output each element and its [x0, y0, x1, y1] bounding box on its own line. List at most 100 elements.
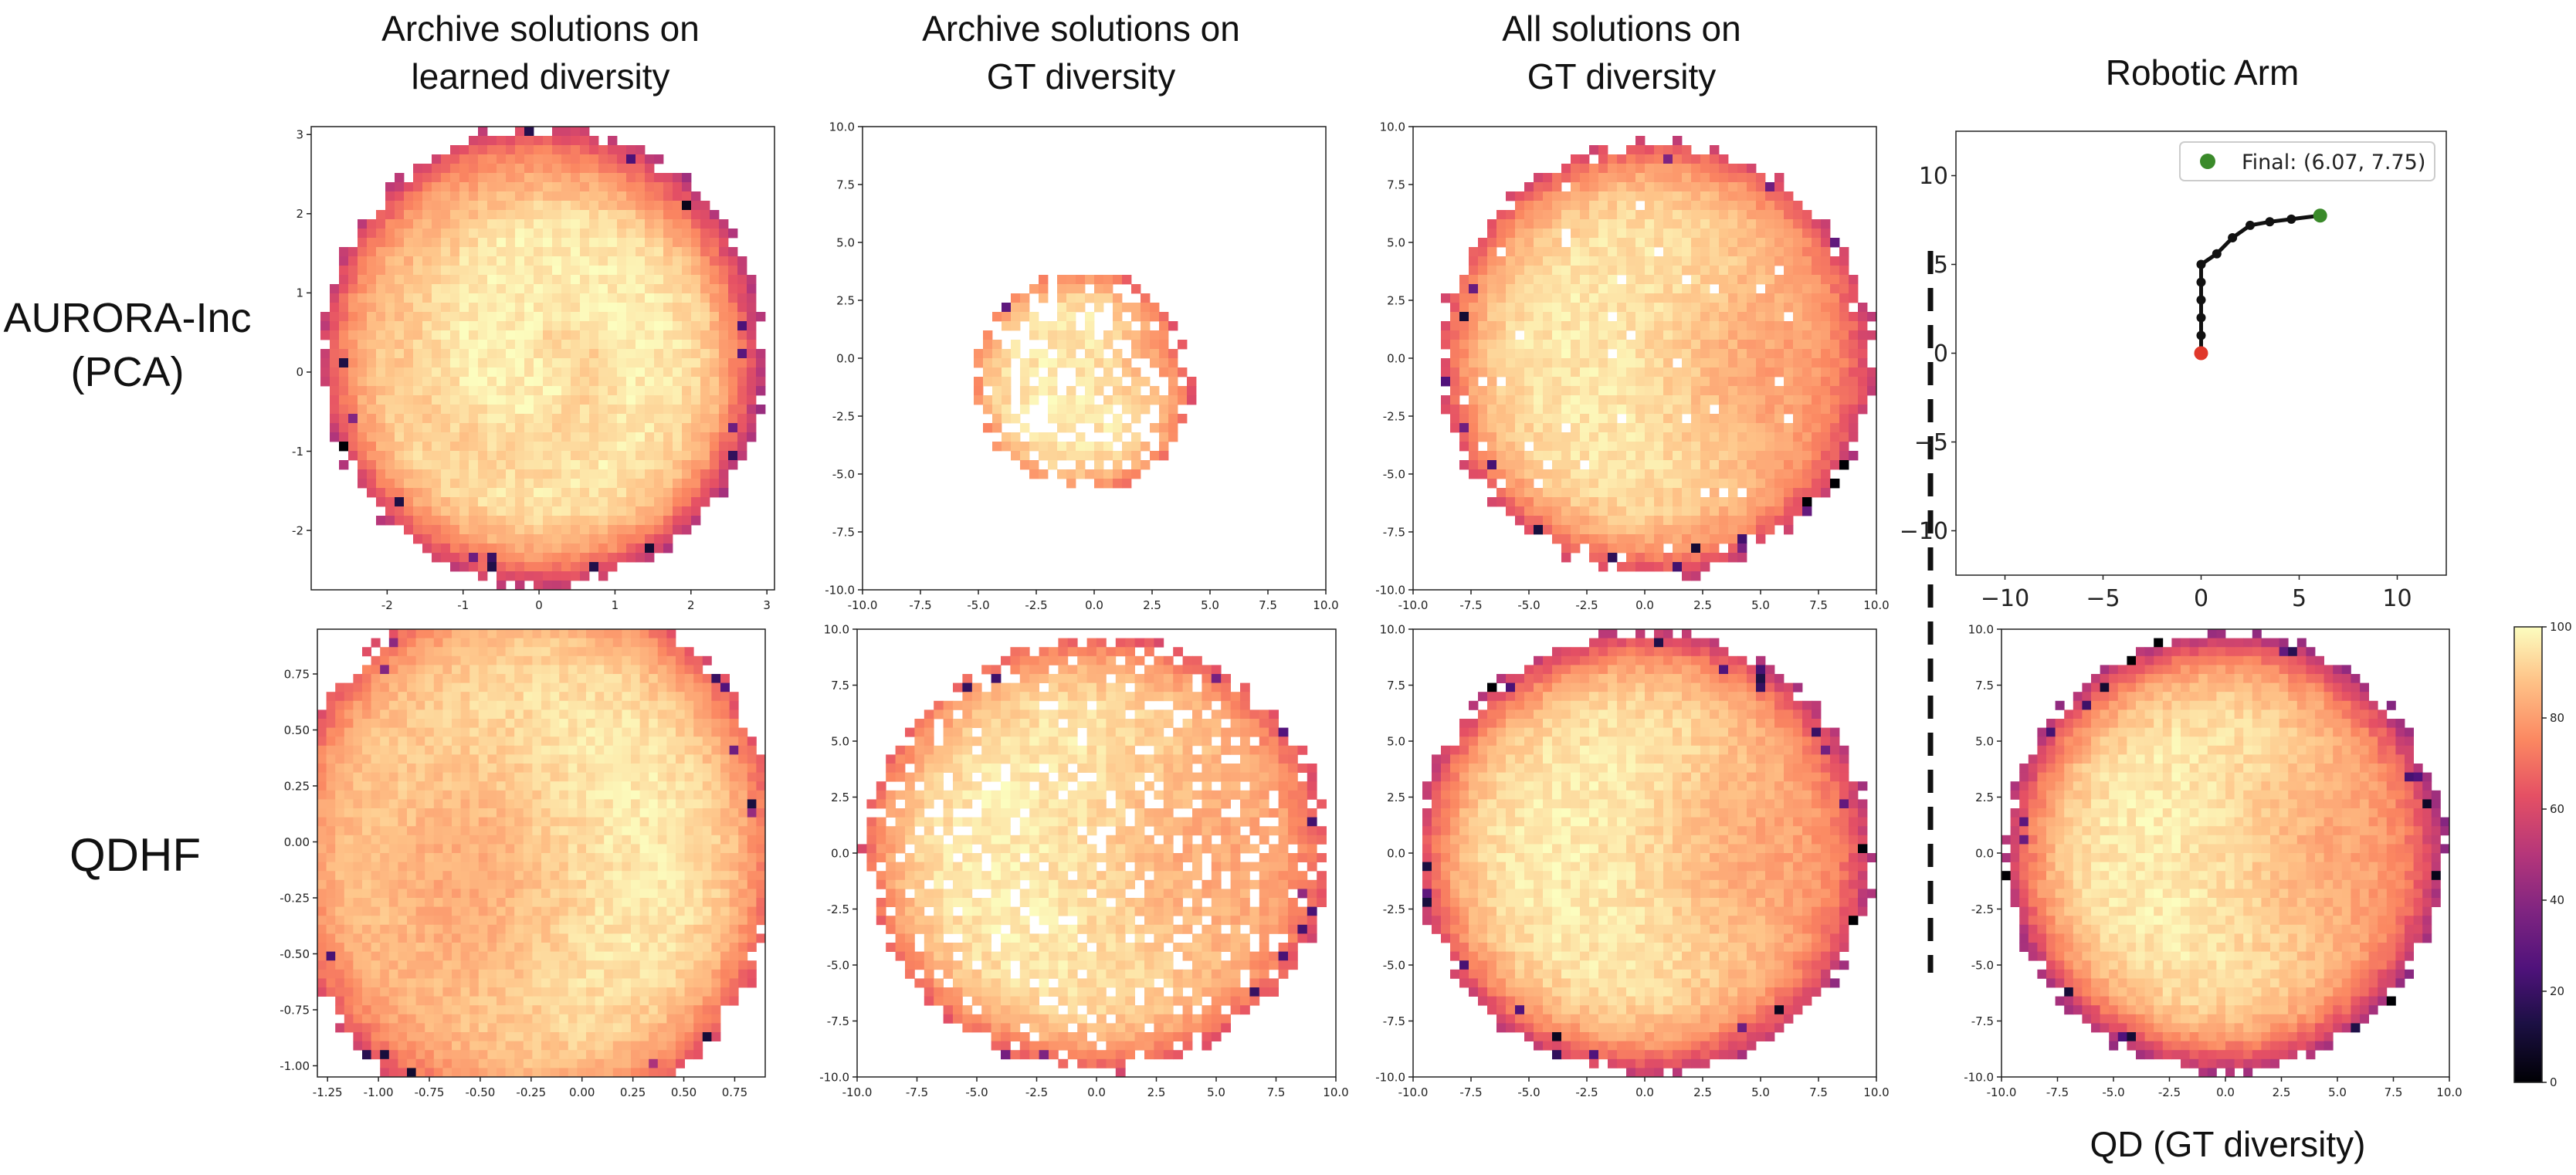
heatmap-cell [1076, 451, 1086, 461]
heatmap-cell [636, 312, 646, 322]
heatmap-cell [1011, 451, 1021, 461]
heatmap-cell [682, 516, 692, 526]
heatmap-cell [1450, 405, 1460, 415]
heatmap-cell [317, 826, 327, 836]
heatmap-cell [636, 469, 646, 479]
heatmap-cell [626, 479, 636, 489]
heatmap-cell [710, 358, 720, 368]
heatmap-cell [1002, 442, 1012, 452]
heatmap-cell [636, 256, 646, 266]
heatmap-cell [442, 629, 452, 638]
heatmap-cell [1057, 442, 1067, 452]
heatmap-cell [1802, 238, 1812, 248]
heatmap-cell [487, 201, 497, 211]
heatmap-cell [362, 709, 371, 720]
heatmap-cell [737, 340, 747, 350]
heatmap-cell [663, 543, 673, 554]
heatmap-cell [1571, 479, 1581, 489]
heatmap-cell [1478, 423, 1488, 433]
heatmap-cell [552, 432, 562, 442]
heatmap-cell [459, 534, 469, 544]
heatmap-cell [1663, 432, 1673, 442]
heatmap-cell [1737, 266, 1747, 276]
heatmap-cell [552, 469, 562, 479]
heatmap-cell [673, 312, 683, 322]
heatmap-cell [442, 844, 452, 854]
heatmap-cell [1728, 358, 1738, 368]
heatmap-cell [505, 826, 515, 836]
heatmap-cell [320, 367, 330, 378]
heatmap-cell [1496, 229, 1507, 239]
heatmap-cell [478, 432, 488, 442]
heatmap-cell [425, 879, 435, 889]
heatmap-cell [1580, 340, 1590, 350]
heatmap-cell [1626, 201, 1636, 211]
heatmap-cell [1849, 367, 1859, 378]
heatmap-cell [636, 451, 646, 461]
heatmap-cell [1094, 284, 1104, 294]
heatmap-cell [1812, 451, 1822, 461]
heatmap-cell [460, 933, 470, 943]
heatmap-cell [515, 349, 525, 359]
heatmap-cell [737, 367, 747, 378]
heatmap-cell [1663, 173, 1673, 183]
heatmap-cell [371, 754, 381, 764]
heatmap-cell [515, 284, 525, 294]
heatmap-cell [505, 655, 515, 665]
heatmap-cell [1085, 367, 1095, 378]
heatmap-cell [673, 497, 683, 507]
heatmap-cell [552, 571, 562, 581]
heatmap-cell [469, 736, 480, 747]
heatmap-cell [1682, 284, 1692, 294]
heatmap-cell [497, 256, 507, 266]
heatmap-cell [1131, 405, 1141, 415]
heatmap-cell [505, 629, 515, 638]
heatmap-cell [413, 525, 423, 535]
heatmap-cell [1635, 395, 1646, 405]
heatmap-cell [497, 164, 507, 174]
heatmap-cell [1719, 210, 1729, 220]
heatmap-cell [1719, 321, 1729, 331]
heatmap-cell [1849, 312, 1859, 322]
heatmap-cell [1626, 451, 1636, 461]
heatmap-cell [506, 553, 516, 563]
heatmap-cell [407, 889, 416, 899]
heatmap-cell [571, 210, 581, 220]
heatmap-cell [478, 386, 488, 396]
heatmap-cell [534, 229, 544, 239]
heatmap-cell [719, 303, 729, 313]
heatmap-cell [1700, 423, 1710, 433]
heatmap-cell [1039, 330, 1049, 340]
heatmap-cell [478, 182, 488, 192]
heatmap-cell [1663, 469, 1673, 479]
heatmap-cell [367, 488, 377, 498]
heatmap-cell [1608, 238, 1618, 248]
heatmap-cell [1654, 266, 1664, 276]
heatmap-cell [469, 238, 479, 248]
heatmap-cell [1700, 219, 1710, 229]
heatmap-cell [487, 799, 497, 809]
heatmap-cell [469, 933, 480, 943]
heatmap-cell [433, 996, 443, 1006]
arm-joint [2196, 330, 2206, 340]
heatmap-cell [395, 284, 405, 294]
heatmap-cell [1608, 321, 1618, 331]
heatmap-cell [1645, 479, 1655, 489]
heatmap-cell [737, 405, 747, 415]
heatmap-cell [1608, 275, 1618, 285]
heatmap-cell [645, 293, 655, 303]
heatmap-cell [1700, 553, 1710, 563]
heatmap-cell [1802, 247, 1812, 257]
heatmap-cell [367, 442, 377, 452]
heatmap-cell [459, 525, 469, 535]
heatmap-cell [1691, 284, 1701, 294]
heatmap-cell [663, 395, 673, 405]
heatmap-cell [358, 340, 368, 350]
heatmap-cell [1571, 238, 1581, 248]
heatmap-cell [589, 330, 599, 340]
heatmap-cell [1561, 321, 1571, 331]
y-tick-label: 10.0 [829, 120, 855, 134]
x-tick-label: 3 [763, 598, 771, 612]
heatmap-cell [395, 238, 405, 248]
heatmap-cell [673, 469, 683, 479]
